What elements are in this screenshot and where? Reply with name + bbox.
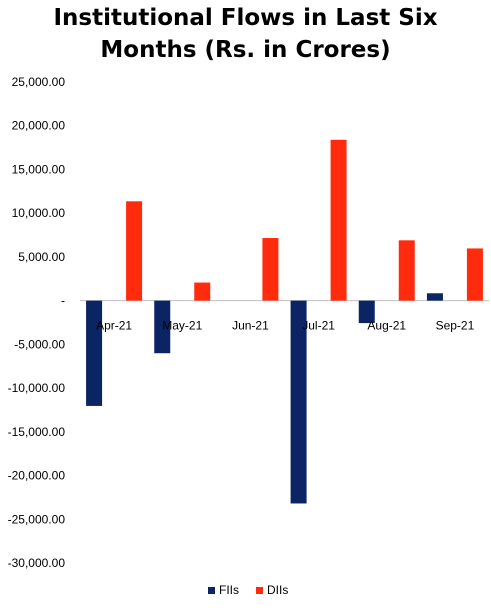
bar-diis-jun-21 <box>262 238 279 301</box>
bar-diis-aug-21 <box>398 240 415 301</box>
x-category-label: Jun-21 <box>232 319 269 333</box>
x-category-label: Aug-21 <box>367 319 406 333</box>
y-tick-label: 10,000.00 <box>12 206 66 220</box>
bar-diis-may-21 <box>194 282 211 301</box>
bar-fiis-apr-21 <box>86 300 103 406</box>
chart-title-line-1: Institutional Flows in Last Six <box>53 5 438 31</box>
y-tick-label: 5,000.00 <box>18 250 65 264</box>
y-tick-label: 20,000.00 <box>12 119 66 133</box>
bar-diis-apr-21 <box>126 201 143 301</box>
chart-title: Institutional Flows in Last Six Months (… <box>0 2 491 66</box>
legend-label-fiis: FIIs <box>219 583 239 597</box>
y-tick-label: -30,000.00 <box>8 556 66 570</box>
legend-label-diis: DIIs <box>267 583 288 597</box>
y-tick-label: 25,000.00 <box>12 75 66 89</box>
bar-fiis-jul-21 <box>290 300 307 504</box>
y-tick-label: -5,000.00 <box>14 337 65 351</box>
y-tick-label: -15,000.00 <box>8 425 66 439</box>
y-tick-label: 15,000.00 <box>12 162 66 176</box>
y-tick-label: - <box>61 294 65 308</box>
y-tick-label: -10,000.00 <box>8 381 66 395</box>
bar-fiis-sep-21 <box>426 293 443 301</box>
chart-title-line-2: Months (Rs. in Crores) <box>100 37 391 63</box>
x-category-label: May-21 <box>162 319 202 333</box>
bar-diis-sep-21 <box>466 248 483 301</box>
bar-fiis-aug-21 <box>358 300 375 324</box>
y-tick-label: -25,000.00 <box>8 512 66 526</box>
bar-diis-jul-21 <box>330 139 347 301</box>
bar-fiis-may-21 <box>154 300 171 354</box>
legend-swatch-diis <box>256 587 263 594</box>
x-category-label: Jul-21 <box>302 319 335 333</box>
legend-swatch-fiis <box>208 587 215 594</box>
x-category-label: Sep-21 <box>436 319 475 333</box>
x-category-label: Apr-21 <box>96 319 132 333</box>
y-tick-label: -20,000.00 <box>8 469 66 483</box>
